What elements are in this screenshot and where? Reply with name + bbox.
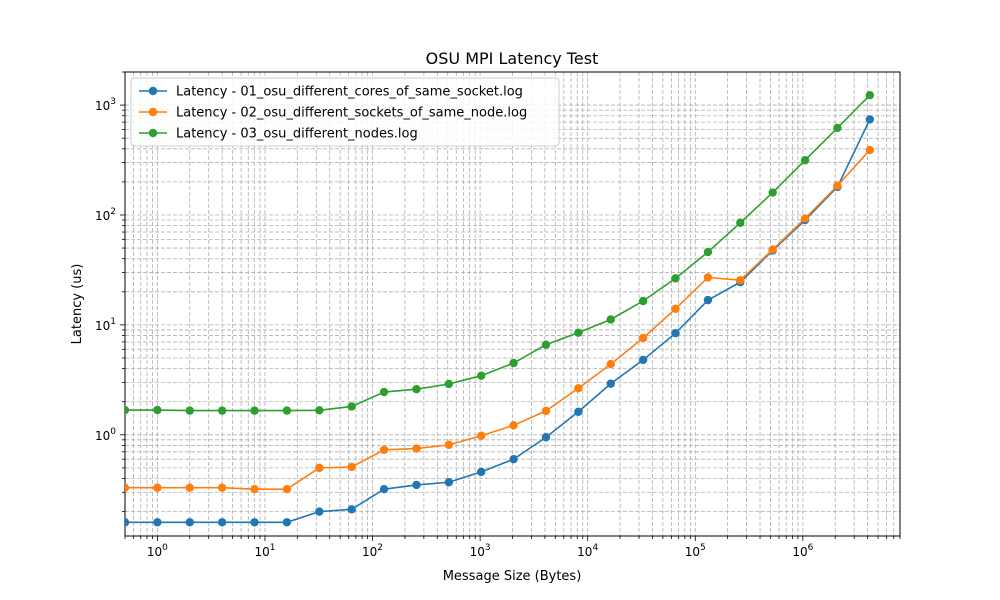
data-point <box>574 407 583 416</box>
data-point <box>671 274 680 283</box>
x-tick-label: 100 <box>147 543 168 559</box>
legend: Latency - 01_osu_different_cores_of_same… <box>130 77 560 147</box>
x-tick-label: 101 <box>254 543 275 559</box>
legend-label: Latency - 03_osu_different_nodes.log <box>176 127 418 142</box>
data-point <box>638 355 648 365</box>
data-point <box>185 518 194 527</box>
series-line <box>125 149 871 490</box>
data-point <box>347 402 356 411</box>
data-point <box>638 333 648 343</box>
data-point <box>800 214 810 223</box>
data-point <box>125 518 130 527</box>
legend-marker <box>148 107 158 117</box>
data-point <box>185 483 194 492</box>
data-point <box>217 406 227 415</box>
series-3 <box>125 91 875 415</box>
data-point <box>444 440 454 450</box>
data-point <box>606 379 615 388</box>
x-tick-label: 103 <box>470 543 491 559</box>
data-point <box>412 384 421 394</box>
data-point <box>444 379 454 389</box>
data-point <box>509 358 518 368</box>
data-point <box>833 123 842 133</box>
data-point <box>315 406 324 415</box>
data-point <box>250 406 259 415</box>
data-point <box>606 315 615 324</box>
data-point <box>768 188 777 197</box>
data-point <box>865 91 875 100</box>
axis-ticks: 100 101 102 103 104 105 106 100 101 102 103 <box>95 71 901 559</box>
data-point <box>541 340 551 349</box>
x-tick-label: 104 <box>577 543 598 559</box>
data-point <box>736 276 745 285</box>
data-point <box>282 518 292 527</box>
data-point <box>671 304 680 314</box>
data-point <box>638 296 648 306</box>
legend-label: Latency - 02_osu_different_sockets_of_sa… <box>176 106 527 121</box>
data-point <box>125 483 130 492</box>
grid <box>124 71 901 536</box>
data-point <box>671 329 680 338</box>
data-point <box>477 431 486 440</box>
legend-label: Latency - 01_osu_different_cores_of_same… <box>176 85 523 100</box>
series-line <box>125 94 871 412</box>
data-point <box>703 295 713 305</box>
y-tick-label: 100 <box>95 427 116 443</box>
data-point <box>606 359 615 369</box>
data-point <box>509 421 518 430</box>
y-axis-label: Latency (us) <box>70 264 85 345</box>
data-point <box>250 484 259 494</box>
x-tick-label: 105 <box>685 543 706 559</box>
data-point <box>800 156 810 165</box>
data-point <box>703 247 713 257</box>
y-tick-label: 103 <box>95 97 116 113</box>
data-point <box>282 406 292 415</box>
x-tick-label: 102 <box>362 543 383 559</box>
data-point <box>315 463 324 473</box>
data-point <box>250 518 259 527</box>
data-point <box>768 245 777 254</box>
data-point <box>444 478 454 487</box>
series-line <box>125 119 871 524</box>
legend-box <box>130 77 560 147</box>
series-2 <box>125 145 875 494</box>
data-point <box>153 518 162 527</box>
data-point <box>217 483 227 492</box>
data-point <box>153 483 162 492</box>
data-point <box>574 384 583 393</box>
y-tick-label: 101 <box>95 317 116 333</box>
chart-title: OSU MPI Latency Test <box>426 49 599 68</box>
data-point <box>282 484 292 494</box>
data-point <box>477 371 486 380</box>
data-point <box>379 387 389 397</box>
data-point <box>315 507 324 516</box>
data-point <box>477 467 486 477</box>
data-point <box>185 406 194 415</box>
legend-marker <box>148 86 158 96</box>
data-point <box>347 462 356 472</box>
data-point <box>412 480 421 490</box>
data-point <box>833 181 842 190</box>
y-tick-label: 102 <box>95 207 116 223</box>
data-point <box>125 405 130 415</box>
x-axis-label: Message Size (Bytes) <box>443 569 582 584</box>
data-point <box>703 273 713 282</box>
data-point <box>736 218 745 227</box>
data-point <box>865 145 875 155</box>
data-point <box>541 406 551 416</box>
data-point <box>347 505 356 514</box>
legend-marker <box>148 128 158 138</box>
data-point <box>865 115 875 124</box>
data-point <box>379 445 389 455</box>
data-point <box>509 454 518 464</box>
data-point <box>412 444 421 453</box>
data-point <box>574 328 583 337</box>
x-tick-label: 106 <box>792 543 813 559</box>
data-point <box>153 405 162 415</box>
series-layer <box>125 91 875 527</box>
data-point <box>217 518 227 527</box>
data-point <box>541 433 551 442</box>
data-point <box>379 484 389 494</box>
